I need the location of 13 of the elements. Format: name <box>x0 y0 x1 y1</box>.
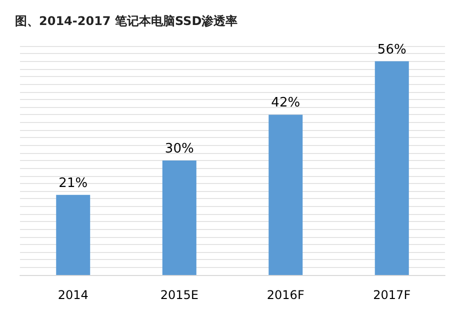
bar <box>374 61 409 275</box>
data-label: 56% <box>377 42 406 58</box>
bar <box>268 114 303 275</box>
data-label: 21% <box>58 176 88 191</box>
x-tick-label: 2014 <box>58 288 88 302</box>
x-tick-label: 2015E <box>160 288 198 302</box>
bar <box>162 160 196 275</box>
data-label: 30% <box>164 142 194 156</box>
bar <box>56 194 90 275</box>
data-label: 42% <box>271 96 300 111</box>
x-tick-label: 2017F <box>373 288 411 302</box>
x-tick-label: 2016F <box>266 288 304 302</box>
chart-title: 图、2014-2017 笔记本电脑SSD渗透率 <box>15 14 238 28</box>
